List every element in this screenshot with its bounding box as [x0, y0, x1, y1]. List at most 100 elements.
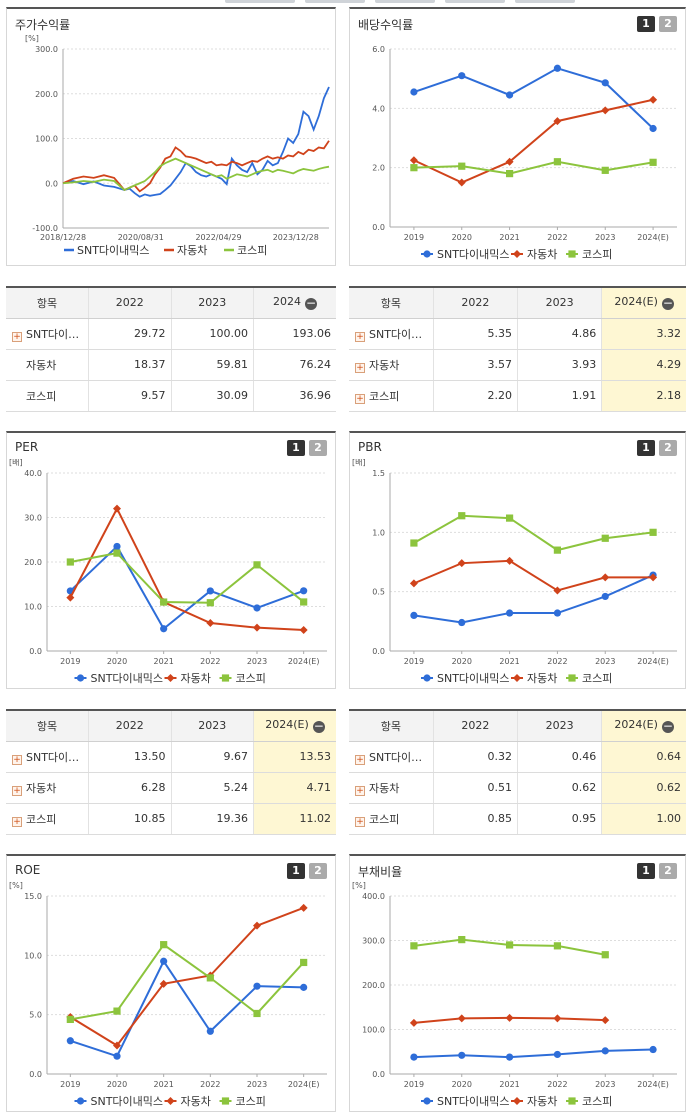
legend-item: SNT다이내믹스	[74, 1095, 163, 1108]
data-point	[206, 599, 214, 607]
data-point	[458, 72, 466, 80]
expand-icon[interactable]: +	[355, 754, 365, 765]
table-row: + SNT다이… 5.35 4.86 3.32	[349, 318, 686, 350]
expand-icon[interactable]: +	[355, 816, 365, 827]
data-point	[410, 611, 418, 619]
row-label: 코스피	[369, 812, 400, 826]
view-2-button[interactable]: 2	[309, 863, 327, 879]
y-unit-label: [%]	[352, 882, 366, 890]
data-point	[601, 1047, 609, 1055]
legend-label: SNT다이내믹스	[437, 248, 510, 261]
data-point	[410, 1053, 418, 1061]
expand-icon[interactable]: +	[12, 331, 22, 342]
table-row: + SNT다이… 13.50 9.67 13.53	[6, 741, 336, 773]
data-point	[601, 592, 609, 601]
view-2-button[interactable]: 2	[659, 440, 677, 456]
series-line	[413, 574, 654, 624]
data-point	[505, 91, 514, 99]
row-label: SNT다이…	[26, 327, 80, 341]
view-1-button[interactable]: 1	[637, 863, 655, 879]
y-tick-label: 200.0	[35, 90, 58, 99]
data-point	[113, 1041, 121, 1050]
data-point	[66, 558, 74, 566]
y-tick-label: 30.0	[24, 514, 42, 523]
collapse-icon[interactable]: −	[305, 296, 317, 311]
y-tick-label: 5.0	[29, 1011, 42, 1020]
table-header-row: 항목 2022 2023 2024(E) −	[349, 711, 686, 742]
view-1-button[interactable]: 1	[637, 440, 655, 456]
x-tick-label: 2022	[547, 657, 567, 666]
legend-item: 코스피	[566, 1095, 612, 1108]
per-panel: PER 1 2 [배] 40.0 30.0 20.0 10.0 0.0 2019 2020 20…	[6, 431, 336, 689]
legend-label: SNT다이내믹스	[437, 672, 510, 685]
view-2-button[interactable]: 2	[659, 863, 677, 879]
table-cell: 18.37	[88, 349, 171, 381]
column-header: 항목	[349, 711, 434, 742]
roe-chart: [%]15.0 10.0 5.0 0.0 2019 2020 2021 2022 2023 202…	[9, 882, 327, 1108]
view-2-button[interactable]: 2	[659, 16, 677, 32]
view-1-button[interactable]: 1	[287, 863, 305, 879]
y-tick-label: 0.0	[45, 179, 58, 188]
legend-marker	[423, 1097, 431, 1105]
table-cell: 0.95	[516, 803, 602, 835]
data-point	[206, 974, 214, 982]
expand-icon[interactable]: +	[12, 754, 22, 765]
table-cell: 4.29	[601, 349, 686, 381]
expand-icon[interactable]: +	[355, 331, 365, 342]
expand-icon[interactable]: +	[12, 816, 22, 827]
x-tick-label: 2019	[404, 1080, 424, 1089]
data-point	[160, 625, 168, 633]
collapse-icon[interactable]: −	[661, 719, 674, 734]
data-point	[300, 598, 308, 606]
expand-icon[interactable]: +	[355, 362, 365, 373]
series-line	[413, 67, 654, 130]
collapse-icon[interactable]: −	[661, 296, 674, 311]
row-label: SNT다이…	[369, 327, 423, 341]
y-tick-label: 200.0	[362, 981, 385, 990]
view-1-button[interactable]: 1	[287, 440, 305, 456]
legend-item: 코스피	[566, 248, 612, 261]
data-point	[458, 618, 466, 627]
table-row: + 코스피 0.85 0.95 1.00	[349, 803, 686, 835]
data-point	[300, 983, 308, 991]
table-cell: 5.24	[170, 772, 254, 804]
data-point	[113, 504, 121, 513]
legend-marker	[568, 1097, 576, 1105]
table-cell: 0.51	[432, 772, 518, 804]
y-unit-label: [배]	[352, 459, 366, 467]
legend-item: 자동차	[511, 1095, 557, 1108]
legend-marker	[513, 250, 521, 258]
legend-label: 코스피	[237, 244, 267, 257]
data-point	[601, 166, 609, 174]
table-cell: 6.28	[88, 772, 171, 804]
debt-ratio-chart: [%] 400.0 300.0 200.0 100.0 0.0 2019 2020 2021 20…	[352, 882, 677, 1108]
table-row: + 코스피 10.85 19.36 11.02	[6, 803, 336, 835]
data-point	[601, 106, 610, 115]
row-label-cell: + SNT다이…	[6, 741, 89, 773]
expand-icon[interactable]: +	[12, 785, 22, 796]
data-point	[458, 162, 466, 170]
view-1-button[interactable]: 1	[637, 16, 655, 32]
data-point	[553, 64, 562, 72]
y-tick-label: 300.0	[35, 45, 58, 54]
y-tick-label: 100.0	[362, 1026, 385, 1035]
view-2-button[interactable]: 2	[309, 440, 327, 456]
data-point	[505, 1013, 514, 1022]
expand-icon[interactable]: +	[355, 785, 365, 796]
stock-return-panel: 주가수익률 [%] 300.0 200.0 100.0 0.0 -100.0 2018/12…	[6, 7, 336, 266]
data-point	[457, 1014, 466, 1023]
roe-panel: ROE 1 2 [%] 15.0 10.0 5.0 0.0 2019 2020 2021 202…	[6, 854, 336, 1112]
table-cell: 76.24	[253, 349, 336, 381]
x-tick-label: 2019	[60, 657, 80, 666]
legend-marker	[166, 1097, 175, 1105]
table-cell: 1.00	[601, 803, 686, 835]
panel-title: 주가수익률	[15, 18, 71, 32]
table-cell: 100.00	[170, 318, 254, 350]
x-tick-label: 2023	[247, 1080, 267, 1089]
legend-item: SNT다이내믹스	[421, 248, 510, 261]
collapse-icon[interactable]: −	[312, 719, 325, 734]
legend-marker	[221, 674, 230, 682]
table-cell: 3.93	[516, 349, 602, 381]
column-header: 2022	[432, 711, 518, 742]
expand-icon[interactable]: +	[355, 393, 365, 404]
